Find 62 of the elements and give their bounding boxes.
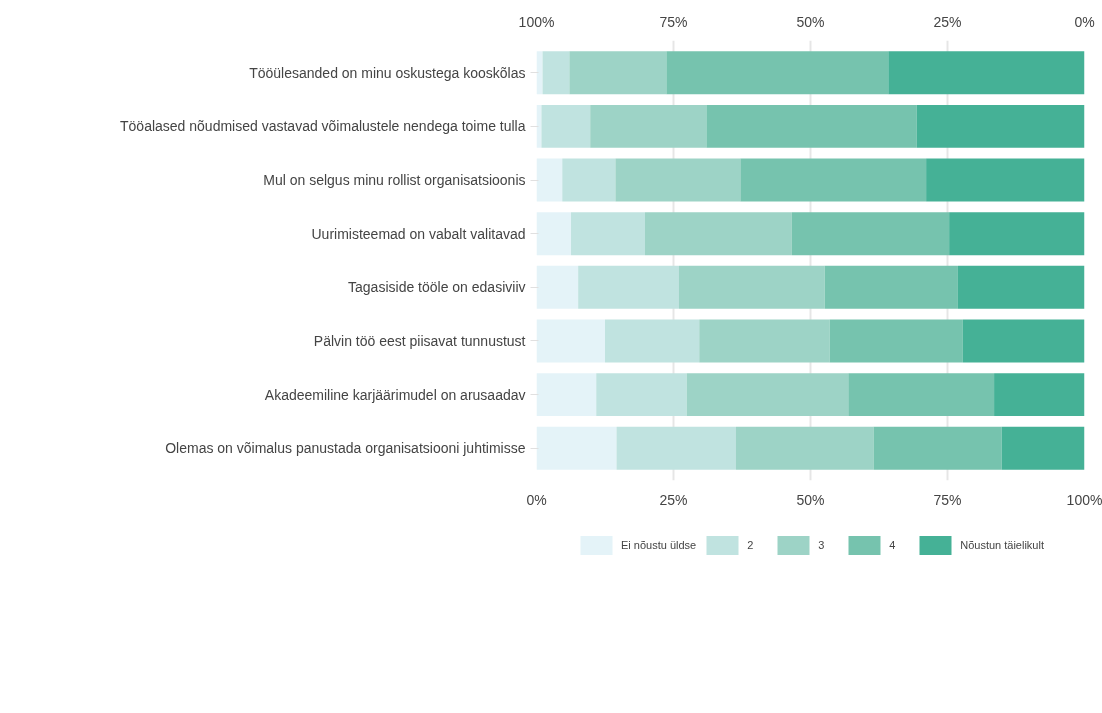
bar [916, 104, 1085, 148]
bar [1001, 426, 1085, 470]
bar [571, 212, 645, 256]
bar [615, 158, 741, 202]
bar [706, 104, 917, 148]
bar [949, 212, 1085, 256]
y-tick-label: Akadeemiline karjäärimudel on arusaadav [264, 386, 526, 403]
y-tick-label: Mul on selgus minu rollist organisatsioonis [263, 172, 526, 189]
bar [962, 319, 1085, 363]
y-tick-label: Pälvin töö eest piisavat tunnustust [313, 332, 526, 349]
x-tick-label: 50% [796, 491, 825, 508]
bar [536, 158, 563, 202]
y-tick-label: Olemas on võimalus panustada organisatsiooni juhtimisse [165, 440, 526, 457]
bar [536, 51, 543, 95]
x2-tick-label: 0% [1074, 13, 1095, 30]
y-tick-label: Tööalased nõudmised vastavad võimalustele nendega toime tulla [120, 118, 526, 135]
x2-tick-label: 75% [659, 13, 688, 30]
bar [699, 319, 830, 363]
y-tick-label: Tööülesanded on minu oskustega kooskõlas [249, 64, 526, 81]
legend-label: 4 [889, 539, 897, 551]
x-tick-label: 25% [659, 491, 688, 508]
bar [678, 265, 825, 309]
bar [562, 158, 616, 202]
bar [541, 104, 591, 148]
bar [645, 212, 792, 256]
bar [994, 373, 1085, 417]
bar [957, 265, 1085, 309]
legend-label: 3 [818, 539, 826, 551]
y-tick-label: Tagasiside tööle on edasiviiv [348, 279, 526, 296]
bar [536, 319, 605, 363]
bar [735, 426, 874, 470]
bar [791, 212, 950, 256]
bar [926, 158, 1085, 202]
bar [848, 373, 995, 417]
bar [686, 373, 849, 417]
x-tick-label: 0% [526, 491, 547, 508]
bar [873, 426, 1002, 470]
bar [590, 104, 707, 148]
x2-tick-label: 100% [518, 13, 555, 30]
bar [542, 51, 570, 95]
bar [536, 426, 617, 470]
bar [829, 319, 963, 363]
bar [569, 51, 667, 95]
legend-label: Ei nõustu üldse [621, 539, 697, 551]
legend-label: 2 [747, 539, 755, 551]
x2-tick-label: 25% [933, 13, 962, 30]
bar [596, 373, 687, 417]
bar [578, 265, 679, 309]
x2-tick-label: 50% [796, 13, 825, 30]
bar [616, 426, 736, 470]
bar [605, 319, 700, 363]
bar [666, 51, 889, 95]
bar [536, 373, 597, 417]
bar [536, 212, 572, 256]
bar [824, 265, 958, 309]
x-tick-label: 75% [933, 491, 962, 508]
bar [888, 51, 1085, 95]
x-tick-label: 100% [1066, 491, 1102, 508]
bar [536, 265, 579, 309]
legend-label: Nõustun täielikult [960, 539, 1044, 551]
y-tick-label: Uurimisteemad on vabalt valitavad [311, 225, 526, 242]
bar [740, 158, 927, 202]
